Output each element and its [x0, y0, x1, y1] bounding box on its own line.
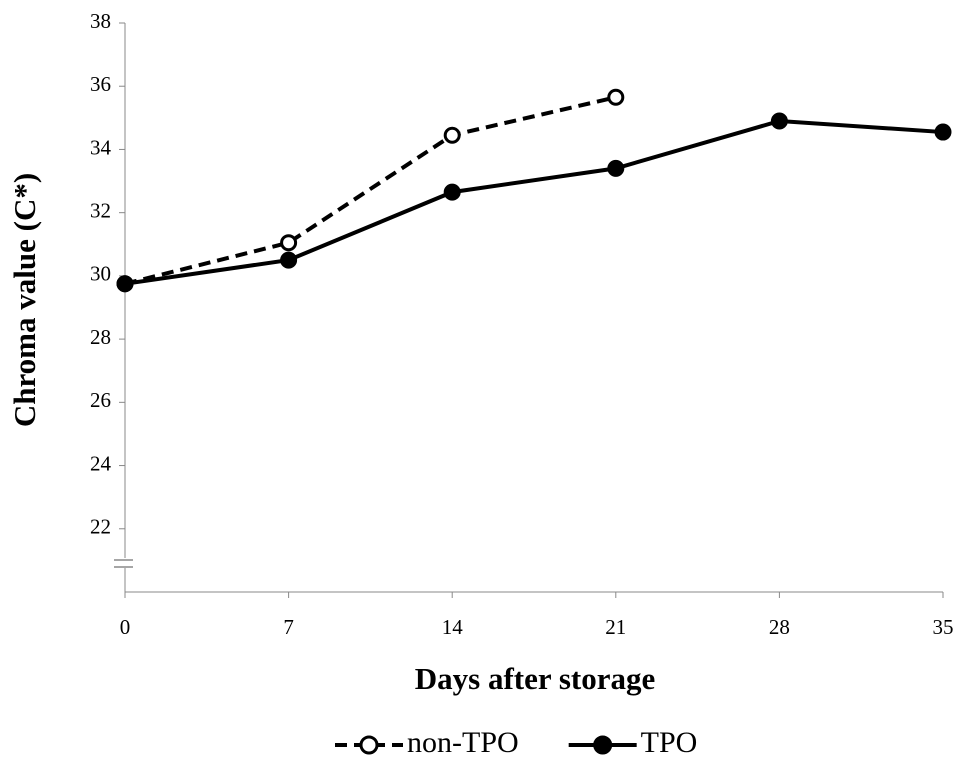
x-tick-label: 7: [283, 615, 294, 639]
x-tick-label: 28: [769, 615, 790, 639]
y-tick-label: 24: [90, 451, 112, 475]
point: [116, 275, 134, 293]
y-tick-label: 22: [90, 515, 111, 539]
y-tick-label: 26: [90, 388, 111, 412]
y-tick-label: 32: [90, 198, 111, 222]
y-tick-label: 36: [90, 72, 111, 96]
legend-marker: [593, 735, 613, 755]
legend-label: TPO: [641, 726, 698, 759]
x-tick-label: 35: [933, 615, 954, 639]
point: [934, 123, 952, 141]
x-tick-label: 14: [442, 615, 464, 639]
point: [280, 234, 298, 252]
point: [607, 88, 625, 106]
point: [280, 251, 298, 269]
x-tick-label: 0: [120, 615, 131, 639]
point: [443, 183, 461, 201]
x-tick-label: 21: [605, 615, 626, 639]
point: [607, 159, 625, 177]
y-tick-label: 30: [90, 262, 111, 286]
legend-label: non-TPO: [407, 726, 519, 759]
point: [443, 126, 461, 144]
y-axis-title: Chroma value (C*): [7, 173, 42, 427]
y-tick-label: 34: [90, 135, 112, 159]
series-line: [124, 95, 617, 286]
series-line: [124, 118, 944, 286]
legend-marker: [359, 735, 379, 755]
y-tick-label: 28: [90, 325, 111, 349]
axis-break: [114, 558, 134, 568]
point: [770, 112, 788, 130]
x-axis-title: Days after storage: [415, 661, 655, 696]
y-tick-label: 38: [90, 9, 111, 33]
